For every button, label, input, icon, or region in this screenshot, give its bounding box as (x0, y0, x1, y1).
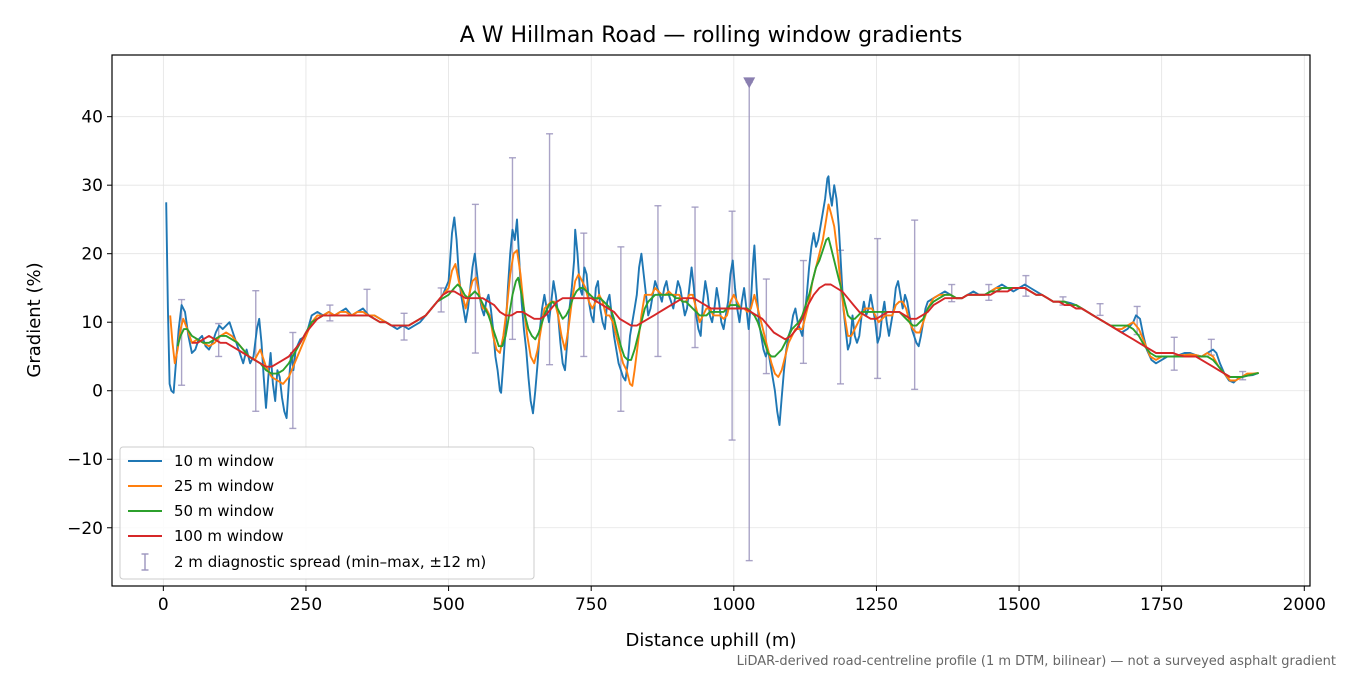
x-tick-label: 1500 (997, 595, 1040, 615)
x-tick-label: 250 (290, 595, 322, 615)
x-axis-label: Distance uphill (m) (626, 630, 797, 651)
y-tick-label: 30 (81, 176, 103, 196)
spread-bar (654, 205, 662, 358)
legend-box (119, 446, 535, 580)
spread-bar (762, 278, 770, 375)
plot-area (165, 81, 1260, 562)
legend-item: 100 m window (128, 527, 284, 545)
legend-item: 50 m window (128, 502, 274, 520)
chart-title: A W Hillman Road — rolling window gradie… (460, 23, 963, 48)
legend-label: 100 m window (174, 527, 284, 545)
x-axis: 0 250 500 750 1000 1250 1500 1750 2000 (158, 586, 1326, 615)
spread-bar (178, 298, 186, 386)
spread-bar (617, 246, 625, 412)
x-tick-label: 0 (158, 595, 169, 615)
y-tick-label: −10 (67, 450, 103, 470)
footnote: LiDAR-derived road-centreline profile (1… (737, 654, 1336, 669)
x-tick-label: 500 (432, 595, 464, 615)
x-tick-label: 2000 (1283, 595, 1326, 615)
y-axis: −20 −10 0 10 20 30 40 (67, 108, 112, 539)
spread-bar (728, 210, 736, 441)
legend-item: 2 m diagnostic spread (min–max, ±12 m) (141, 553, 486, 571)
legend-item: 10 m window (128, 452, 274, 470)
legend-label: 25 m window (174, 477, 274, 495)
legend-label: 10 m window (174, 452, 274, 470)
x-tick-label: 1250 (855, 595, 898, 615)
x-tick-label: 1750 (1140, 595, 1183, 615)
spread-bar (691, 206, 699, 349)
spread-bar (911, 219, 919, 391)
spread-bar (1096, 303, 1104, 317)
x-tick-label: 1000 (712, 595, 755, 615)
y-tick-label: 0 (92, 382, 103, 402)
spread-bar (580, 232, 588, 358)
spread-bar (252, 289, 260, 412)
y-tick-label: 10 (81, 313, 103, 333)
y-tick-label: 20 (81, 245, 103, 265)
y-tick-label: 40 (81, 108, 103, 128)
x-tick-label: 750 (575, 595, 607, 615)
legend-label: 2 m diagnostic spread (min–max, ±12 m) (174, 553, 486, 571)
spread-bar (289, 331, 297, 430)
spread-bar (874, 237, 882, 380)
series-line-4 (191, 283, 1231, 378)
clipped-spread-arrow (743, 77, 756, 89)
spread-bar (215, 322, 223, 358)
plot-frame (111, 54, 1311, 587)
legend-label: 50 m window (174, 502, 274, 520)
y-axis-label: Gradient (%) (24, 262, 45, 377)
y-tick-label: −20 (67, 519, 103, 539)
spread-bar (508, 157, 516, 341)
legend: 10 m window 25 m window 50 m window 100 m w… (119, 446, 535, 580)
grid-lines (112, 55, 1310, 586)
legend-item: 25 m window (128, 477, 274, 495)
spread-bar (546, 133, 554, 366)
